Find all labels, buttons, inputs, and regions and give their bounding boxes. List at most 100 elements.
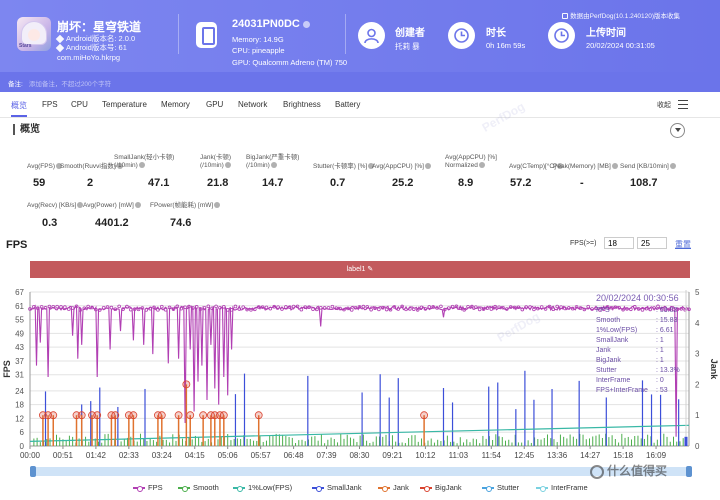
reset-link[interactable]: 重置	[675, 240, 691, 249]
legend-item[interactable]: SmallJank	[312, 483, 362, 492]
upload-label: 上传时间	[586, 28, 626, 39]
tab-memory[interactable]: Memory	[161, 100, 190, 109]
legend-item[interactable]: Jank	[378, 483, 409, 492]
fps-point	[454, 304, 459, 309]
fps-point	[287, 305, 292, 310]
fps-point	[516, 305, 521, 310]
fps-point	[94, 307, 98, 312]
tab-overview[interactable]: 概览	[11, 101, 27, 117]
time-range-scrollbar[interactable]	[30, 466, 692, 477]
tab-fps[interactable]: FPS	[42, 100, 58, 109]
help-icon[interactable]	[134, 202, 141, 209]
fps-threshold-input-2[interactable]	[637, 237, 667, 249]
help-icon[interactable]	[368, 163, 375, 170]
help-icon[interactable]	[116, 163, 123, 170]
tooltip-row: FPS: 53.02	[596, 307, 678, 314]
legend-item[interactable]: Smooth	[178, 483, 219, 492]
tab-brightness[interactable]: Brightness	[283, 100, 321, 109]
label-bar[interactable]: label1 ✎	[30, 261, 690, 278]
fps-point	[307, 305, 311, 309]
help-icon[interactable]	[138, 162, 145, 169]
stat-label: FPower(帧能耗) [mW]	[150, 202, 221, 210]
legend-item[interactable]: Stutter	[482, 483, 519, 492]
fps-point	[683, 307, 687, 312]
package-name: com.miHoYo.hkrpg	[57, 53, 121, 62]
range-handle-right[interactable]	[686, 466, 692, 477]
stat-value: 47.1	[148, 177, 170, 189]
jank-marker	[154, 411, 162, 420]
x-tick-label: 11:03	[449, 451, 469, 460]
fps-point	[563, 306, 567, 311]
help-icon[interactable]	[214, 202, 221, 209]
range-handle-left[interactable]	[30, 466, 36, 477]
fps-point	[43, 306, 48, 310]
fps-point	[536, 306, 540, 311]
fps-point	[505, 307, 509, 311]
y-axis-label: FPS	[2, 360, 12, 378]
fps-point	[396, 307, 401, 311]
low1-line	[29, 424, 690, 443]
fps-point	[303, 305, 308, 309]
fps-point	[493, 304, 497, 309]
fps-point	[78, 308, 83, 312]
fps-point	[346, 306, 350, 311]
y-tick-label: 67	[15, 288, 24, 297]
tab-cpu[interactable]: CPU	[71, 100, 88, 109]
tab-gpu[interactable]: GPU	[206, 100, 224, 109]
fps-point	[338, 306, 342, 311]
x-tick-label: 02:33	[119, 451, 140, 460]
jank-marker	[186, 411, 195, 420]
fps-point	[268, 306, 273, 311]
y-tick-label: 12	[15, 414, 24, 423]
y2-tick-label: 0	[695, 442, 700, 451]
fps-point	[249, 308, 253, 312]
help-icon[interactable]	[669, 163, 676, 170]
help-icon[interactable]	[478, 162, 485, 169]
fps-point	[229, 308, 234, 312]
fps-point	[125, 304, 129, 309]
legend-swatch	[482, 485, 494, 492]
fps-section-title: FPS	[6, 239, 28, 251]
menu-icon[interactable]	[678, 100, 688, 109]
legend-item[interactable]: FPS	[133, 483, 163, 492]
y2-tick-label: 1	[695, 411, 700, 420]
help-icon[interactable]	[270, 162, 277, 169]
help-icon[interactable]	[611, 163, 618, 170]
jank-marker	[182, 380, 191, 389]
remark-bar[interactable]: 备注: 添加备注，不超过200个字符	[0, 72, 720, 92]
tab-temperature[interactable]: Temperature	[102, 100, 147, 109]
help-icon[interactable]	[224, 162, 231, 169]
tooltip-row: InterFrame: 0	[596, 377, 664, 384]
tab-battery[interactable]: Battery	[335, 100, 361, 109]
y-tick-label: 24	[15, 387, 24, 396]
upload-value: 20/02/2024 00:31:05	[586, 41, 655, 50]
remark-input[interactable]: 添加备注，不超过200个字符	[28, 81, 112, 88]
stat-label: Avg(Recv) [KB/s]	[27, 202, 84, 210]
y-tick-label: 61	[15, 302, 24, 311]
legend-item[interactable]: BigJank	[420, 483, 462, 492]
fps-point	[590, 307, 594, 311]
chevron-down-icon[interactable]	[670, 123, 685, 138]
help-icon[interactable]	[556, 163, 563, 170]
fps-point	[167, 305, 172, 310]
x-tick-label: 11:54	[482, 451, 502, 460]
device-cpu: CPU: pineapple	[232, 46, 285, 55]
duration-label: 时长	[486, 28, 506, 39]
tab-network[interactable]: Network	[238, 100, 268, 109]
x-tick-label: 16:09	[646, 451, 667, 460]
fps-point	[330, 304, 335, 309]
help-icon[interactable]	[424, 163, 431, 170]
fps-point	[384, 307, 389, 312]
legend-item[interactable]: InterFrame	[536, 483, 588, 492]
fps-point	[175, 304, 180, 309]
fps-point	[528, 305, 532, 309]
legend-item[interactable]: 1%Low(FPS)	[233, 483, 292, 492]
collapse-button[interactable]: 收起	[657, 102, 671, 109]
stat-value: 14.7	[262, 177, 284, 189]
help-icon[interactable]	[77, 202, 84, 209]
fps-point	[218, 305, 222, 310]
help-icon[interactable]	[56, 163, 63, 170]
fps-threshold-input-1[interactable]	[604, 237, 634, 249]
fps-point	[183, 305, 187, 310]
pencil-icon[interactable]: ✎	[367, 266, 374, 273]
